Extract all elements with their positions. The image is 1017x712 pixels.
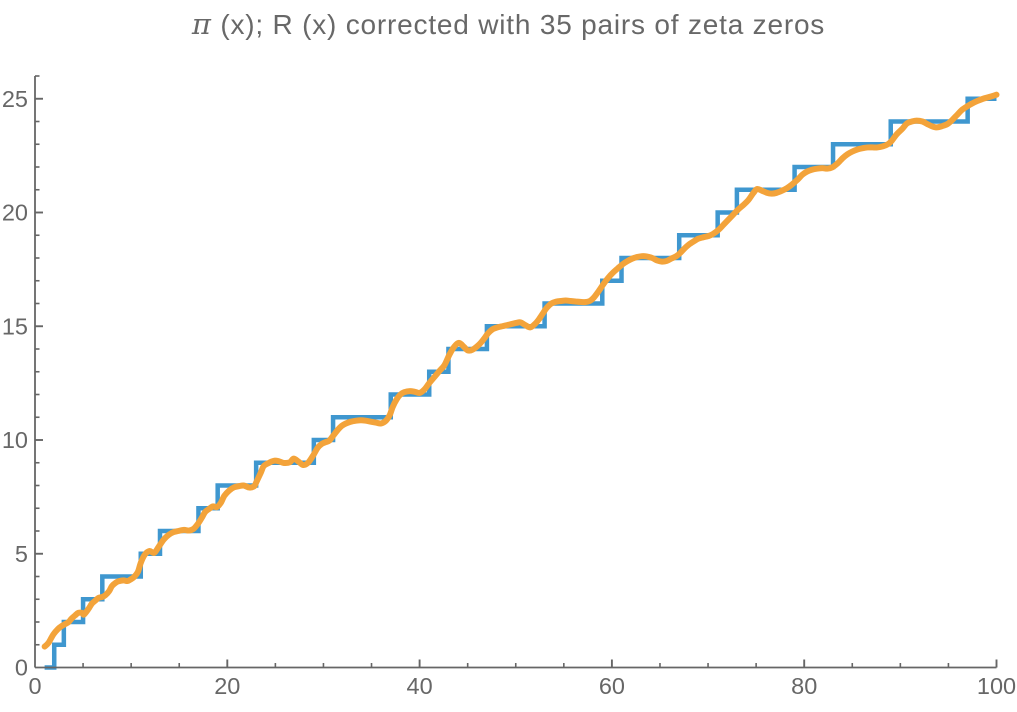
y-tick-label: 0 — [15, 655, 28, 681]
pi-step-series — [44, 96, 997, 670]
y-tick-label: 10 — [2, 427, 28, 453]
y-tick-label: 5 — [15, 541, 28, 567]
y-tick-label: 25 — [2, 86, 28, 112]
y-tick-label: 15 — [2, 313, 28, 339]
y-tick-label: 20 — [2, 200, 28, 226]
plot-title: π (x); R (x) corrected with 35 pairs of … — [15, 7, 1002, 41]
plot-title-pi-symbol: π — [191, 7, 212, 41]
x-tick-label: 20 — [214, 673, 240, 699]
r-corrected-series — [41, 91, 1000, 650]
x-tick-label: 0 — [28, 673, 41, 699]
x-tick-label: 40 — [407, 673, 433, 699]
x-tick-label: 80 — [791, 673, 817, 699]
plot-title-text: (x); R (x) corrected with 35 pairs of ze… — [211, 9, 826, 40]
x-tick-label: 60 — [599, 673, 625, 699]
x-tick-label: 100 — [977, 673, 1016, 699]
